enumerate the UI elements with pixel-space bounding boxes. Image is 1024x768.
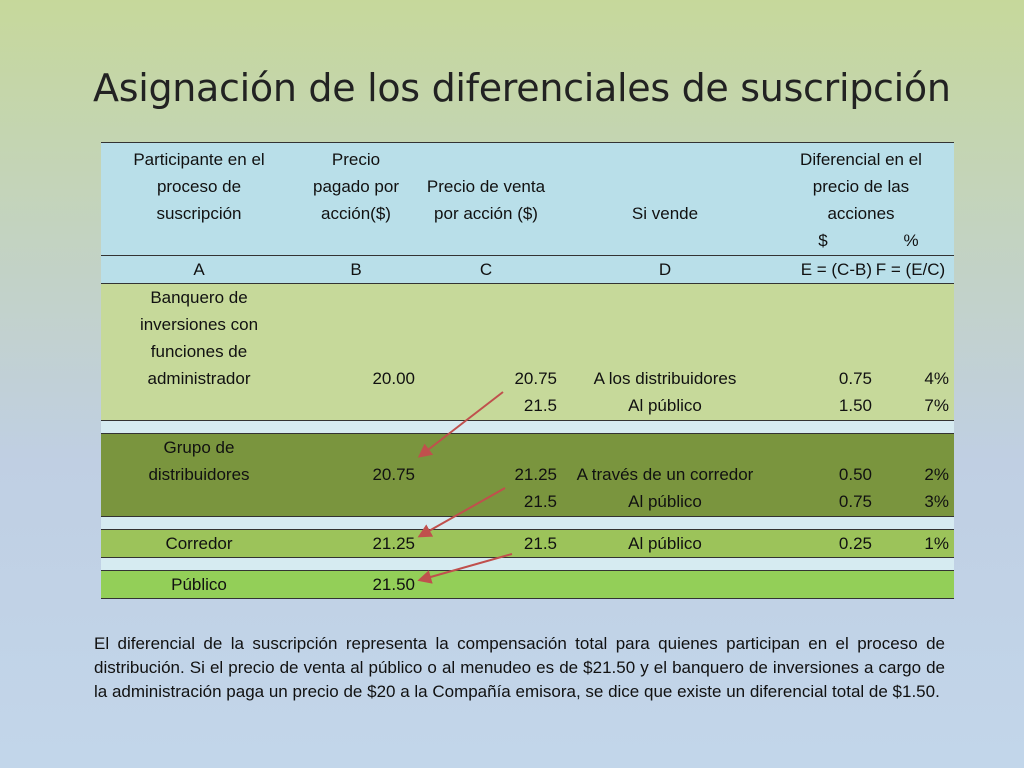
banker-pct-1: 4% (924, 369, 949, 388)
broker-diff: 0.25 (838, 534, 872, 553)
banker-pct-2: 7% (924, 396, 949, 415)
letter-c: C (479, 260, 493, 279)
row-spacer (101, 517, 954, 529)
header-dollar: $ (818, 231, 828, 250)
letter-a: A (193, 260, 205, 279)
explanation-paragraph: El diferencial de la suscripción represe… (94, 634, 945, 701)
underwriting-spread-table: Participante en el proceso de suscripció… (101, 142, 954, 599)
banker-name: Banquero de inversiones con funciones de… (139, 288, 259, 388)
row-spacer (101, 558, 954, 570)
row-spacer (101, 421, 954, 433)
distributors-diff-1: 0.50 (838, 465, 872, 484)
header-participant: Participante en el proceso de suscripció… (133, 150, 265, 223)
broker-to: Al público (628, 534, 702, 553)
banker-sale-1: 20.75 (514, 369, 557, 388)
banker-diff-1: 0.75 (838, 369, 872, 388)
distributors-to-2: Al público (628, 492, 702, 511)
header-price-paid: Precio pagado por acción($) (312, 150, 400, 223)
distributors-sale-1: 21.25 (514, 465, 557, 484)
letter-b: B (350, 260, 362, 279)
header-percent: % (903, 231, 919, 250)
distributors-pct-2: 3% (924, 492, 949, 511)
column-letters-row: A B C D E = (C-B) F = (E/C) (101, 256, 954, 284)
header-if-sells: Si vende (631, 204, 699, 223)
distributors-pct-1: 2% (924, 465, 949, 484)
header-differential: Diferencial en el precio de las acciones (800, 150, 922, 223)
letter-f: F = (E/C) (875, 260, 946, 279)
distributors-name: Grupo de distribuidores (148, 438, 250, 484)
header-sale-price: Precio de venta por acción ($) (426, 177, 546, 223)
public-name: Público (171, 575, 227, 594)
letter-e: E = (C-B) (800, 260, 872, 279)
table-row-banker: Banquero de inversiones con funciones de… (101, 284, 954, 421)
table-header: Participante en el proceso de suscripció… (101, 142, 954, 256)
table-row-distributors: Grupo de distribuidores 20.75 21.25 A tr… (101, 433, 954, 517)
distributors-to-1: A través de un corredor (576, 465, 754, 484)
table-row-broker: Corredor 21.25 21.5 Al público 0.25 1% (101, 529, 954, 558)
banker-sale-2: 21.5 (523, 396, 557, 415)
letter-d: D (658, 260, 672, 279)
banker-to-1: A los distribuidores (593, 369, 737, 388)
distributors-diff-2: 0.75 (838, 492, 872, 511)
broker-name: Corredor (165, 534, 233, 553)
banker-price-paid: 20.00 (372, 369, 415, 388)
broker-sale: 21.5 (523, 534, 557, 553)
public-price-paid: 21.50 (372, 575, 415, 594)
broker-price-paid: 21.25 (372, 534, 415, 553)
slide-title: Asignación de los diferenciales de suscr… (93, 66, 951, 110)
broker-pct: 1% (924, 534, 949, 553)
table-row-public: Público 21.50 (101, 570, 954, 599)
distributors-sale-2: 21.5 (523, 492, 557, 511)
banker-diff-2: 1.50 (838, 396, 872, 415)
distributors-price-paid: 20.75 (372, 465, 415, 484)
banker-to-2: Al público (628, 396, 702, 415)
